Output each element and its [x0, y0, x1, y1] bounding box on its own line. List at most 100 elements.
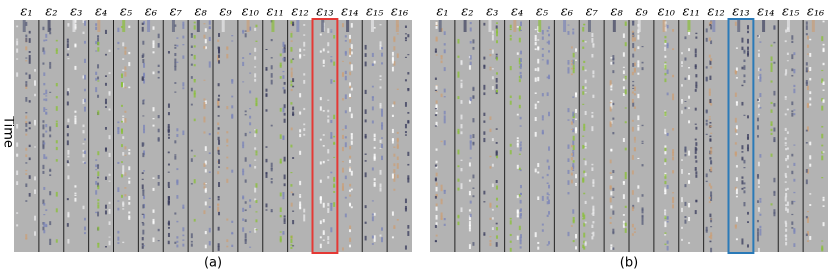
texture [541, 29, 544, 35]
texture [622, 194, 625, 199]
texture [786, 147, 789, 150]
texture [254, 47, 257, 52]
texture [182, 24, 185, 29]
texture [341, 167, 344, 173]
texture [491, 68, 494, 70]
texture [42, 170, 45, 174]
texture [495, 72, 498, 75]
texture [784, 196, 787, 202]
texture [231, 169, 234, 173]
texture [809, 97, 812, 101]
texture [373, 212, 376, 216]
texture [592, 70, 595, 75]
texture [806, 216, 809, 220]
texture [770, 62, 773, 65]
column-top-band [147, 20, 151, 32]
texture [519, 246, 522, 249]
texture [495, 151, 498, 156]
texture [572, 145, 575, 150]
texture [95, 77, 98, 81]
texture [710, 125, 713, 128]
texture [710, 25, 713, 30]
texture [244, 209, 247, 212]
texture [226, 218, 229, 221]
texture [381, 238, 384, 243]
texture [25, 72, 28, 75]
texture [624, 205, 627, 208]
texture [680, 65, 683, 67]
texture [330, 29, 333, 31]
texture [684, 36, 687, 40]
texture [519, 234, 522, 238]
texture [735, 67, 738, 71]
texture [582, 244, 585, 249]
texture [791, 112, 794, 117]
texture [610, 244, 613, 247]
texture [167, 112, 170, 116]
texture [381, 155, 384, 161]
texture [270, 124, 273, 127]
texture [97, 36, 100, 38]
texture [204, 169, 207, 173]
texture [567, 180, 570, 185]
texture [249, 72, 252, 74]
texture [152, 237, 155, 243]
texture [519, 192, 522, 196]
texture [584, 110, 587, 116]
texture [120, 73, 123, 76]
texture [141, 213, 144, 215]
texture [583, 192, 586, 195]
texture [270, 210, 273, 213]
texture [793, 84, 796, 88]
texture [809, 52, 812, 57]
texture [637, 197, 640, 203]
texture [791, 200, 794, 205]
texture [489, 66, 492, 69]
texture [167, 151, 170, 154]
texture [770, 121, 773, 125]
texture [624, 23, 627, 26]
texture [666, 92, 669, 96]
texture [249, 26, 252, 31]
texture [34, 93, 37, 97]
texture [49, 238, 52, 242]
column-label: ε₁₃ [732, 5, 749, 20]
texture [584, 92, 587, 94]
texture [381, 47, 384, 50]
texture [612, 55, 615, 60]
texture [622, 78, 625, 81]
texture [190, 149, 193, 152]
texture [176, 244, 179, 248]
texture [591, 213, 594, 215]
texture [254, 66, 257, 68]
texture [489, 155, 492, 158]
texture [784, 96, 787, 99]
texture [128, 25, 131, 29]
texture [735, 165, 738, 168]
texture [757, 207, 760, 209]
texture [570, 63, 573, 66]
texture [217, 105, 220, 108]
texture [117, 127, 120, 130]
texture [226, 131, 229, 134]
texture [350, 133, 353, 136]
texture [805, 142, 808, 144]
texture [95, 211, 98, 214]
texture [759, 106, 762, 109]
texture [664, 216, 667, 220]
texture [468, 179, 471, 182]
texture [443, 43, 446, 46]
texture [350, 113, 353, 119]
texture [695, 126, 698, 130]
texture [624, 78, 627, 80]
texture [541, 229, 544, 232]
texture [174, 58, 177, 63]
texture [624, 171, 627, 175]
texture [319, 50, 322, 53]
texture [757, 104, 760, 108]
texture [104, 102, 107, 105]
texture [582, 85, 585, 90]
texture [244, 238, 247, 242]
texture [67, 149, 70, 155]
texture [120, 144, 123, 148]
